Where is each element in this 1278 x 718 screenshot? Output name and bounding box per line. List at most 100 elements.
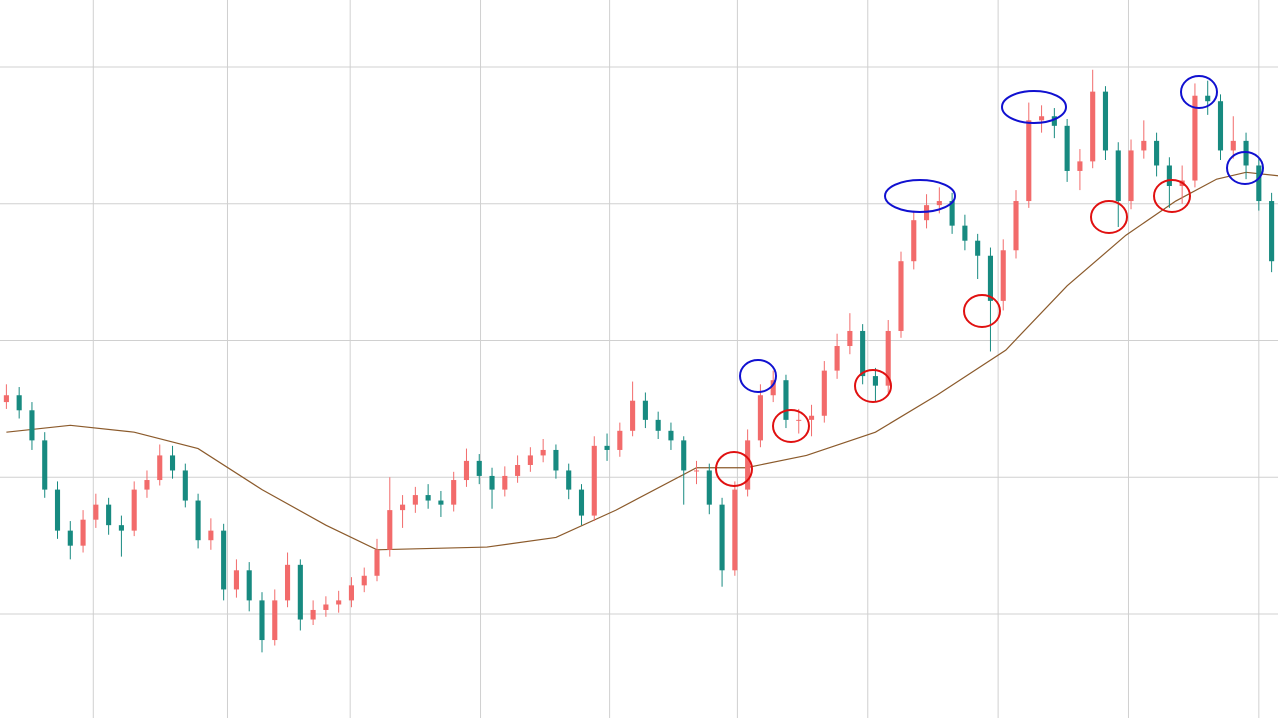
candle-body bbox=[1256, 165, 1262, 202]
candle-body bbox=[642, 400, 648, 420]
annotation-circle bbox=[1090, 200, 1128, 234]
candle-body bbox=[323, 604, 329, 610]
candle-body bbox=[745, 440, 751, 490]
candle-body bbox=[259, 600, 265, 641]
candle-body bbox=[949, 201, 955, 226]
candle-body bbox=[348, 585, 355, 601]
candle-body bbox=[169, 455, 176, 471]
candle-body bbox=[630, 400, 636, 431]
candle-body bbox=[1026, 120, 1032, 202]
candle-body bbox=[770, 380, 776, 396]
candle-body bbox=[719, 504, 725, 571]
annotation-circle bbox=[739, 359, 777, 393]
candle-body bbox=[106, 504, 112, 526]
candle-body bbox=[451, 480, 457, 505]
annotation-circle bbox=[715, 451, 753, 487]
candle-body bbox=[29, 410, 35, 441]
candle-body bbox=[221, 530, 227, 590]
candle-body bbox=[860, 330, 866, 377]
candle-body bbox=[157, 455, 163, 481]
candle-body bbox=[1205, 95, 1211, 102]
candle-body bbox=[808, 415, 815, 420]
candle-body bbox=[489, 475, 495, 490]
candle-body bbox=[80, 519, 86, 546]
candle-body bbox=[195, 500, 201, 541]
candle-body bbox=[885, 330, 891, 386]
annotation-circle bbox=[1001, 90, 1067, 124]
annotation-circle bbox=[1153, 179, 1191, 213]
candle-body bbox=[553, 449, 559, 471]
candle-body bbox=[233, 570, 239, 590]
candle-body bbox=[310, 609, 316, 620]
candle-body bbox=[987, 255, 994, 301]
candle-body bbox=[681, 440, 687, 471]
annotation-circle bbox=[884, 179, 956, 213]
candle-body bbox=[540, 449, 546, 456]
candle-body bbox=[118, 525, 124, 531]
candle-body bbox=[1269, 201, 1275, 262]
candle-body bbox=[566, 470, 572, 490]
candle-body bbox=[246, 570, 252, 601]
candle-body bbox=[1243, 140, 1249, 166]
candle-body bbox=[1039, 116, 1045, 121]
candle-body bbox=[400, 504, 406, 511]
candle-body bbox=[42, 440, 48, 490]
candle-body bbox=[578, 489, 585, 516]
candle-body bbox=[182, 470, 188, 501]
candle-body bbox=[3, 395, 9, 403]
candle-body bbox=[693, 470, 700, 472]
candle-body bbox=[1051, 116, 1057, 126]
candle-body bbox=[1090, 91, 1096, 162]
candle-body bbox=[783, 380, 789, 420]
candle-body bbox=[1141, 140, 1147, 151]
candle-body bbox=[975, 240, 981, 256]
candles bbox=[3, 69, 1275, 653]
candle-body bbox=[821, 370, 827, 416]
candle-body bbox=[834, 346, 840, 371]
candle-body bbox=[1166, 165, 1172, 186]
candle-body bbox=[617, 430, 623, 450]
candle-body bbox=[847, 330, 853, 347]
candle-body bbox=[1128, 150, 1134, 202]
candle-body bbox=[297, 564, 303, 620]
candle-body bbox=[1217, 101, 1224, 151]
annotation-circle bbox=[854, 369, 892, 403]
candle-body bbox=[591, 445, 597, 516]
candle-body bbox=[655, 419, 661, 431]
candle-body bbox=[336, 600, 342, 605]
annotation-circle bbox=[1226, 151, 1264, 185]
candle-body bbox=[502, 475, 508, 490]
candle-body bbox=[412, 495, 418, 505]
candle-body bbox=[898, 261, 904, 331]
moving-average bbox=[6, 171, 1278, 551]
candle-body bbox=[757, 395, 763, 441]
candle-body bbox=[387, 510, 393, 550]
candle-body bbox=[284, 564, 291, 601]
candle-body bbox=[1077, 161, 1083, 171]
candle-body bbox=[515, 464, 521, 476]
candle-body bbox=[438, 500, 444, 505]
candle-body bbox=[1064, 125, 1070, 171]
annotation-circle bbox=[1180, 75, 1218, 109]
candle-body bbox=[1115, 150, 1121, 202]
candle-body bbox=[1102, 91, 1109, 151]
candle-body bbox=[1230, 140, 1236, 151]
candle-body bbox=[706, 470, 712, 505]
candle-body bbox=[911, 220, 917, 262]
candle-body bbox=[476, 460, 482, 476]
candle-body bbox=[93, 504, 99, 520]
candle-body bbox=[425, 495, 431, 501]
candle-body bbox=[54, 489, 61, 531]
candle-body bbox=[374, 549, 380, 576]
annotations bbox=[715, 75, 1264, 487]
candle-body bbox=[668, 430, 674, 441]
candle-body bbox=[1192, 95, 1198, 181]
candle-body bbox=[1154, 140, 1160, 166]
annotation-circle bbox=[963, 294, 1001, 328]
candle-body bbox=[872, 376, 878, 386]
candle-body bbox=[527, 455, 533, 465]
candle-body bbox=[1013, 201, 1019, 251]
